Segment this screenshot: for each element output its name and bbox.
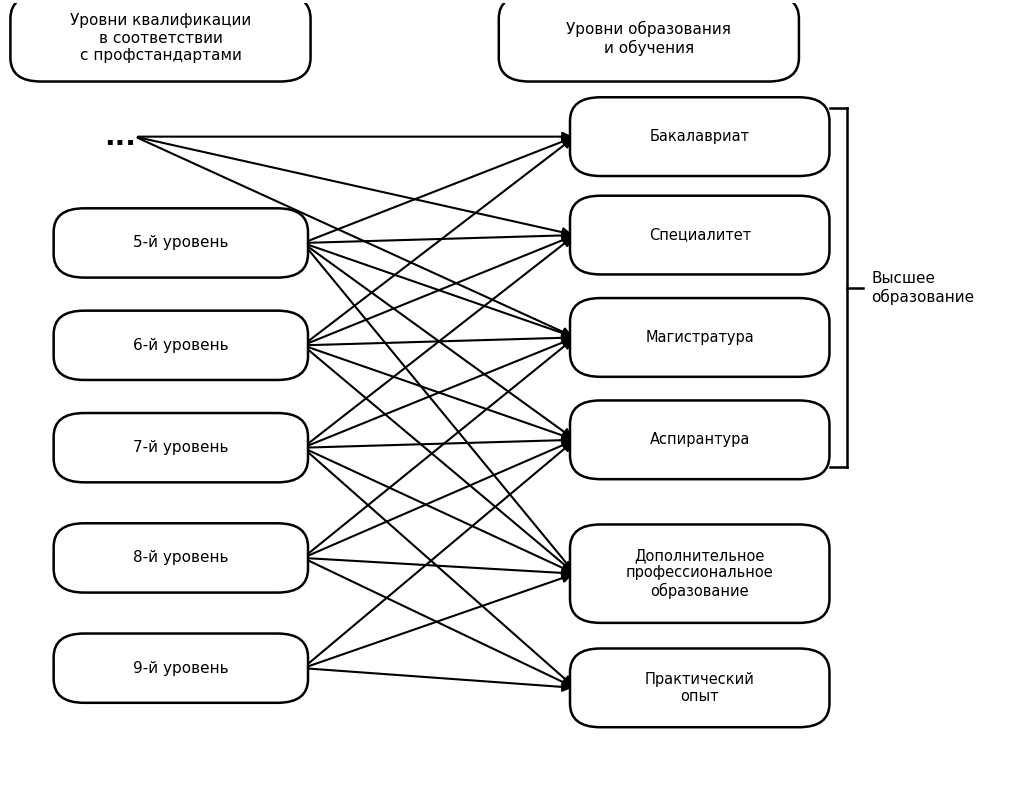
Text: Специалитет: Специалитет bbox=[649, 228, 751, 243]
FancyBboxPatch shape bbox=[499, 0, 799, 82]
Text: Аспирантура: Аспирантура bbox=[650, 432, 750, 447]
Text: 6-й уровень: 6-й уровень bbox=[133, 338, 229, 353]
Text: Бакалавриат: Бакалавриат bbox=[650, 129, 750, 144]
FancyBboxPatch shape bbox=[570, 400, 830, 479]
Text: 8-й уровень: 8-й уровень bbox=[133, 550, 228, 565]
FancyBboxPatch shape bbox=[570, 649, 830, 727]
Text: Уровни образования
и обучения: Уровни образования и обучения bbox=[567, 21, 731, 56]
FancyBboxPatch shape bbox=[53, 209, 308, 278]
Text: Магистратура: Магистратура bbox=[646, 330, 754, 345]
FancyBboxPatch shape bbox=[10, 0, 311, 82]
Text: 9-й уровень: 9-й уровень bbox=[133, 661, 229, 676]
FancyBboxPatch shape bbox=[570, 298, 830, 377]
Text: Высшее
образование: Высшее образование bbox=[872, 271, 974, 305]
FancyBboxPatch shape bbox=[570, 196, 830, 274]
Text: Дополнительное
профессиональное
образование: Дополнительное профессиональное образова… bbox=[626, 548, 773, 600]
Text: 7-й уровень: 7-й уровень bbox=[133, 440, 228, 455]
Text: ...: ... bbox=[104, 123, 136, 151]
Text: 5-й уровень: 5-й уровень bbox=[133, 236, 228, 251]
FancyBboxPatch shape bbox=[53, 413, 308, 482]
Text: Уровни квалификации
в соответствии
с профстандартами: Уровни квалификации в соответствии с про… bbox=[70, 13, 251, 63]
FancyBboxPatch shape bbox=[570, 98, 830, 176]
FancyBboxPatch shape bbox=[53, 523, 308, 592]
Text: Практический
опыт: Практический опыт bbox=[644, 672, 755, 704]
FancyBboxPatch shape bbox=[53, 311, 308, 380]
FancyBboxPatch shape bbox=[570, 524, 830, 623]
FancyBboxPatch shape bbox=[53, 634, 308, 703]
